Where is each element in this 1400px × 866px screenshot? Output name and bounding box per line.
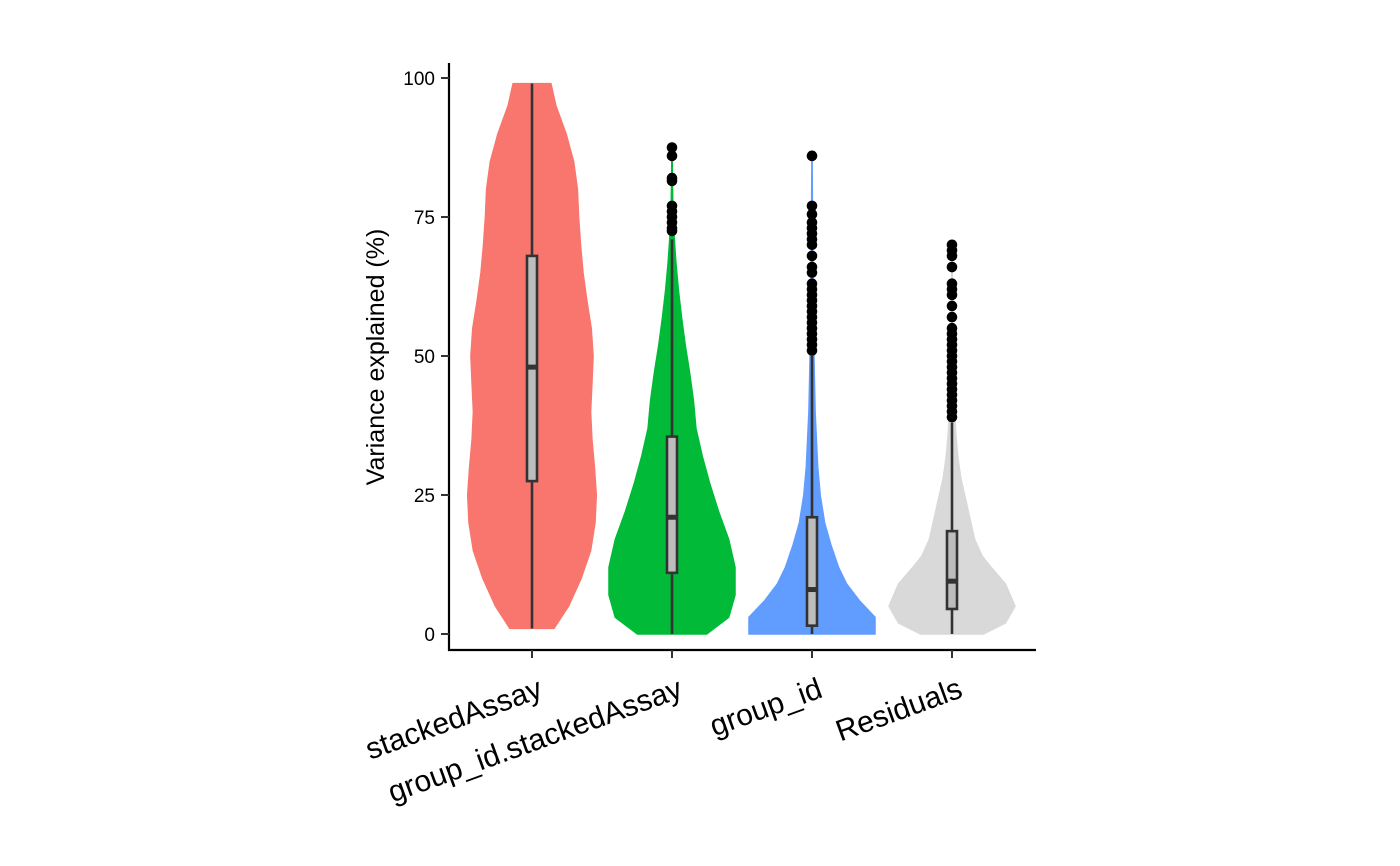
outlier-point-group-id-stackedassay xyxy=(666,150,678,162)
outlier-point-group-id xyxy=(806,278,818,290)
violin-layer xyxy=(466,82,1016,635)
x-tick-label: Residuals xyxy=(831,672,966,748)
outlier-layer xyxy=(666,142,958,423)
box-residuals xyxy=(945,529,959,611)
y-axis-title: Variance explained (%) xyxy=(362,229,390,486)
outlier-point-residuals xyxy=(946,322,958,334)
outlier-point-group-id xyxy=(806,208,818,220)
outlier-point-residuals xyxy=(946,261,958,273)
box-group-id xyxy=(805,515,819,627)
y-axis-ticks: 0 25 50 75 100 xyxy=(403,69,449,646)
box-group-id-stackedassay xyxy=(665,435,679,575)
y-tick-label: 100 xyxy=(403,69,435,90)
y-tick-label: 25 xyxy=(414,486,435,507)
outlier-point-group-id xyxy=(806,261,818,273)
outlier-point-group-id xyxy=(806,200,818,212)
outlier-point-residuals xyxy=(946,311,958,323)
outlier-point-group-id xyxy=(806,150,818,162)
y-tick-label: 0 xyxy=(424,625,435,646)
outlier-point-group-id-stackedassay xyxy=(666,142,678,153)
outlier-point-group-id-stackedassay xyxy=(666,200,678,212)
outlier-point-group-id-stackedassay xyxy=(666,172,678,184)
y-tick-label: 50 xyxy=(414,347,435,368)
outlier-point-residuals xyxy=(946,300,958,312)
boxplot-layer xyxy=(525,83,959,634)
outlier-point-residuals xyxy=(946,239,958,251)
outlier-point-group-id xyxy=(806,217,818,228)
x-tick-label: group_id xyxy=(705,672,826,743)
y-tick-label: 75 xyxy=(414,208,435,229)
outlier-point-group-id xyxy=(806,250,818,262)
outlier-point-residuals xyxy=(946,278,958,290)
